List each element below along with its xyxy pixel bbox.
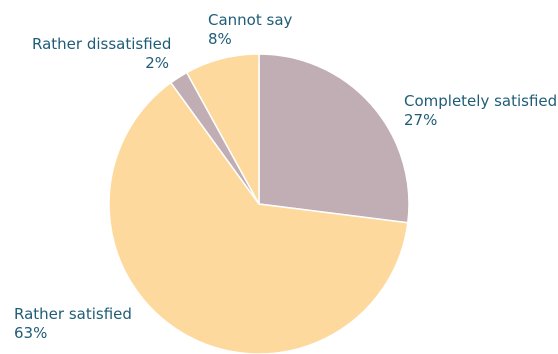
label-cannot-say-value: 8% — [208, 30, 232, 48]
pie-slice-completely-satisfied — [258, 53, 410, 224]
label-rather-dissatisfied-value: 2% — [145, 54, 169, 72]
label-rather-satisfied: Rather satisfied 63% — [14, 305, 132, 343]
label-rather-satisfied-name: Rather satisfied — [14, 305, 132, 323]
label-completely-satisfied-name: Completely satisfied — [404, 92, 558, 110]
label-completely-satisfied: Completely satisfied 27% — [404, 92, 557, 130]
pie-slice-cannot-say — [185, 53, 260, 205]
label-rather-satisfied-value: 63% — [14, 324, 48, 342]
label-cannot-say: Cannot say 8% — [208, 11, 292, 49]
label-completely-satisfied-value: 27% — [404, 111, 438, 129]
label-rather-dissatisfied-name: Rather dissatisfied — [32, 35, 172, 53]
label-cannot-say-name: Cannot say — [208, 11, 293, 29]
label-rather-dissatisfied: Rather dissatisfied 2% — [32, 35, 172, 73]
pie-slice-rather-satisfied — [108, 81, 409, 354]
